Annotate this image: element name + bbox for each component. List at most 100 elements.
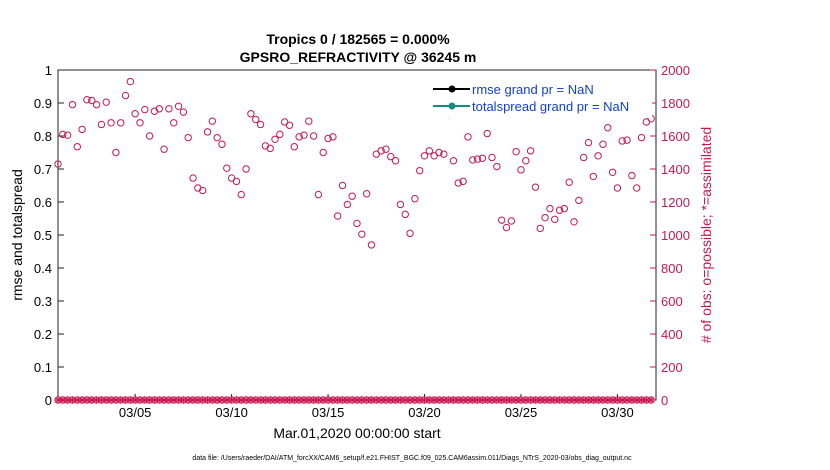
obs-assimilated-point bbox=[551, 396, 558, 404]
obs-assimilated-point bbox=[151, 396, 158, 404]
obs-possible-point bbox=[145, 132, 154, 140]
obs-possible-point bbox=[415, 166, 424, 175]
obs-possible-point bbox=[526, 147, 535, 155]
obs-possible-point bbox=[565, 178, 573, 186]
y2-tick-label: 1600 bbox=[661, 129, 690, 144]
obs-assimilated-point bbox=[503, 396, 510, 404]
obs-possible-point bbox=[174, 102, 183, 111]
obs-assimilated-point bbox=[107, 396, 115, 404]
obs-possible-point bbox=[223, 164, 231, 172]
obs-assimilated-point bbox=[74, 396, 81, 404]
y2-tick-label: 600 bbox=[661, 294, 683, 309]
obs-assimilated-point bbox=[295, 396, 303, 404]
obs-possible-point bbox=[160, 145, 168, 153]
obs-assimilated-point bbox=[430, 396, 438, 404]
obs-possible-point bbox=[329, 133, 337, 141]
obs-possible-point bbox=[256, 120, 265, 129]
obs-possible-point bbox=[88, 96, 96, 105]
obs-assimilated-point bbox=[271, 396, 279, 404]
y2-tick-label: 400 bbox=[661, 327, 683, 342]
obs-assimilated-point bbox=[474, 396, 481, 404]
obs-possible-point bbox=[184, 133, 192, 142]
chart-subtitle: GPSRO_REFRACTIVITY @ 36245 m bbox=[240, 49, 477, 65]
obs-assimilated-point bbox=[575, 396, 583, 404]
obs-possible-point bbox=[570, 218, 578, 226]
obs-assimilated-point bbox=[459, 396, 467, 404]
obs-assimilated-point bbox=[59, 396, 67, 404]
assimilated-markers bbox=[54, 396, 655, 404]
obs-possible-point bbox=[319, 148, 327, 157]
obs-assimilated-point bbox=[344, 396, 351, 404]
obs-assimilated-point bbox=[440, 396, 448, 404]
obs-assimilated-point bbox=[310, 396, 317, 404]
obs-assimilated-point bbox=[541, 396, 549, 404]
obs-possible-point bbox=[599, 140, 607, 148]
obs-possible-point bbox=[411, 195, 419, 203]
obs-possible-point bbox=[522, 157, 530, 165]
y-tick-label: 1 bbox=[45, 63, 52, 78]
obs-possible-point bbox=[358, 230, 366, 238]
obs-assimilated-point bbox=[209, 396, 216, 404]
obs-assimilated-point bbox=[262, 396, 269, 404]
obs-assimilated-point bbox=[334, 396, 341, 404]
obs-assimilated-point bbox=[435, 396, 443, 404]
obs-possible-point bbox=[83, 96, 91, 104]
obs-possible-point bbox=[459, 177, 467, 186]
obs-assimilated-point bbox=[377, 396, 385, 404]
x-tick-label: 03/05 bbox=[119, 405, 152, 420]
obs-possible-point bbox=[276, 130, 284, 139]
obs-possible-point bbox=[512, 147, 520, 156]
obs-possible-point bbox=[141, 105, 149, 114]
obs-possible-point bbox=[73, 143, 81, 151]
obs-assimilated-point bbox=[561, 396, 568, 404]
obs-assimilated-point bbox=[160, 396, 168, 404]
obs-possible-point bbox=[473, 155, 482, 163]
obs-possible-point bbox=[536, 224, 544, 233]
obs-assimilated-point bbox=[421, 396, 428, 404]
y-axis-label: rmse and totalspread bbox=[9, 169, 25, 301]
obs-assimilated-point bbox=[175, 396, 182, 404]
obs-possible-point bbox=[560, 204, 569, 213]
obs-possible-point bbox=[541, 213, 549, 222]
obs-assimilated-point bbox=[242, 396, 250, 404]
y-tick-label: 0.4 bbox=[34, 261, 52, 276]
obs-assimilated-point bbox=[623, 396, 631, 404]
obs-assimilated-point bbox=[131, 396, 139, 404]
obs-possible-point bbox=[449, 157, 458, 165]
obs-assimilated-point bbox=[532, 396, 539, 404]
y-tick-label: 0.2 bbox=[34, 327, 52, 342]
obs-possible-point bbox=[232, 177, 241, 186]
obs-possible-point bbox=[493, 162, 501, 171]
plot-frame bbox=[57, 69, 657, 401]
obs-possible-point bbox=[507, 217, 516, 225]
obs-possible-point bbox=[218, 140, 226, 148]
obs-possible-point bbox=[266, 144, 274, 153]
obs-assimilated-point bbox=[479, 396, 486, 404]
obs-possible-point bbox=[420, 152, 429, 160]
obs-assimilated-point bbox=[493, 396, 501, 404]
obs-assimilated-point bbox=[585, 396, 592, 404]
obs-possible-point bbox=[628, 171, 636, 180]
obs-assimilated-point bbox=[320, 396, 327, 404]
obs-possible-point bbox=[309, 132, 318, 140]
obs-possible-point bbox=[189, 174, 197, 182]
obs-assimilated-point bbox=[590, 396, 597, 404]
obs-assimilated-point bbox=[218, 396, 226, 404]
obs-assimilated-point bbox=[122, 396, 129, 404]
obs-assimilated-point bbox=[614, 396, 621, 404]
obs-assimilated-point bbox=[387, 396, 394, 404]
obs-possible-point bbox=[401, 210, 409, 219]
obs-assimilated-point bbox=[329, 396, 337, 404]
obs-possible-point bbox=[454, 179, 462, 187]
obs-assimilated-point bbox=[382, 396, 390, 404]
obs-assimilated-point bbox=[194, 396, 202, 404]
obs-assimilated-point bbox=[103, 396, 110, 404]
obs-assimilated-point bbox=[185, 396, 192, 404]
y2-tick-label: 800 bbox=[661, 261, 683, 276]
obs-assimilated-point bbox=[69, 396, 76, 404]
obs-possible-point bbox=[102, 98, 110, 106]
obs-assimilated-point bbox=[238, 396, 245, 404]
y-tick-label: 0.1 bbox=[34, 360, 52, 375]
obs-possible-point bbox=[382, 145, 390, 153]
left-axis-ticks: 0 0.1 0.2 0.3 0.4 0.5 0.6 0.7 0.8 0.9 1 bbox=[34, 63, 64, 408]
